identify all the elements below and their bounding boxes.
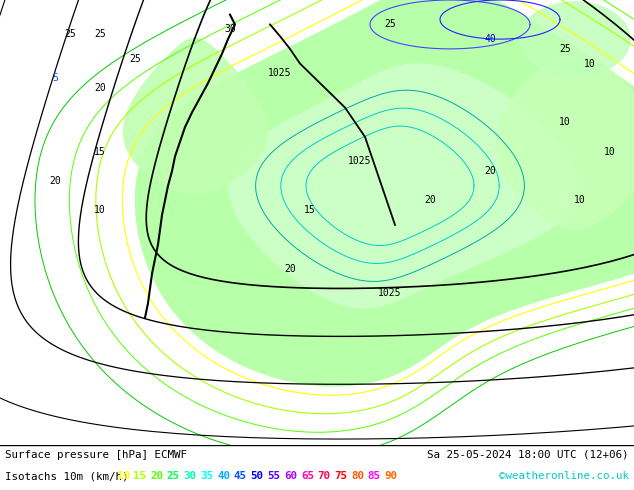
Text: 25: 25 xyxy=(559,44,571,54)
Text: 50: 50 xyxy=(250,471,264,481)
Text: 75: 75 xyxy=(334,471,347,481)
Text: 10: 10 xyxy=(559,117,571,127)
Text: 30: 30 xyxy=(224,24,236,34)
Text: 25: 25 xyxy=(167,471,180,481)
Text: 25: 25 xyxy=(94,29,106,39)
Text: 15: 15 xyxy=(304,205,316,215)
Text: 45: 45 xyxy=(234,471,247,481)
Text: 20: 20 xyxy=(94,83,106,93)
Text: 20: 20 xyxy=(284,264,296,274)
Text: 20: 20 xyxy=(49,176,61,186)
Text: 60: 60 xyxy=(284,471,297,481)
Text: 10: 10 xyxy=(584,59,596,69)
Text: 70: 70 xyxy=(318,471,330,481)
Text: 25: 25 xyxy=(384,20,396,29)
Text: 10: 10 xyxy=(604,147,616,157)
Text: 1025: 1025 xyxy=(348,156,372,166)
Text: 20: 20 xyxy=(484,166,496,176)
Text: 55: 55 xyxy=(268,471,280,481)
Text: 10: 10 xyxy=(94,205,106,215)
Text: 20: 20 xyxy=(150,471,163,481)
Text: 1025: 1025 xyxy=(268,68,292,78)
Text: 85: 85 xyxy=(368,471,381,481)
Text: 20: 20 xyxy=(424,196,436,205)
Text: 40: 40 xyxy=(484,34,496,44)
Text: 80: 80 xyxy=(351,471,364,481)
Polygon shape xyxy=(229,64,579,308)
Text: 15: 15 xyxy=(94,147,106,157)
Polygon shape xyxy=(136,0,634,386)
Text: 1025: 1025 xyxy=(378,288,402,298)
Polygon shape xyxy=(520,2,630,76)
Text: 5: 5 xyxy=(52,73,58,83)
Text: Sa 25-05-2024 18:00 UTC (12+06): Sa 25-05-2024 18:00 UTC (12+06) xyxy=(427,450,629,460)
Text: Isotachs 10m (km/h): Isotachs 10m (km/h) xyxy=(5,471,129,481)
Text: ©weatheronline.co.uk: ©weatheronline.co.uk xyxy=(499,471,629,481)
Text: Surface pressure [hPa] ECMWF: Surface pressure [hPa] ECMWF xyxy=(5,450,187,460)
Polygon shape xyxy=(497,54,634,230)
Polygon shape xyxy=(124,38,266,195)
Text: 10: 10 xyxy=(117,471,130,481)
Text: 35: 35 xyxy=(200,471,214,481)
Text: 90: 90 xyxy=(384,471,398,481)
Text: 10: 10 xyxy=(574,196,586,205)
Text: 30: 30 xyxy=(184,471,197,481)
Text: 40: 40 xyxy=(217,471,230,481)
Text: 65: 65 xyxy=(301,471,314,481)
Text: 25: 25 xyxy=(129,54,141,64)
Text: 25: 25 xyxy=(64,29,76,39)
Text: 15: 15 xyxy=(133,471,146,481)
